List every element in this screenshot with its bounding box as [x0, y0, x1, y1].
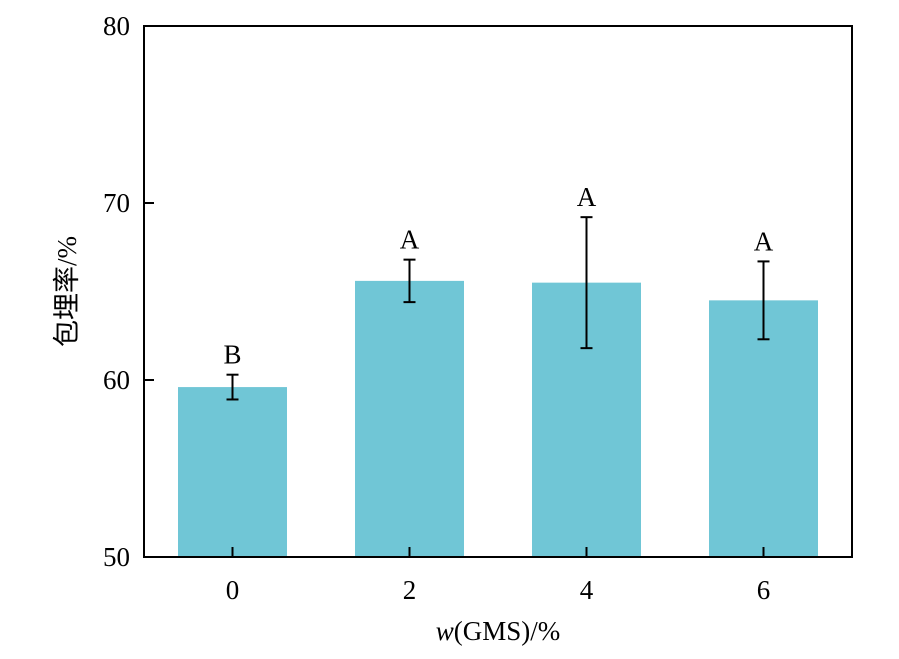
- x-axis-label-rest: (GMS)/%: [454, 616, 561, 646]
- bar-2: [355, 280, 464, 557]
- significance-label-2: A: [400, 225, 420, 255]
- bars-group: [178, 280, 818, 557]
- bar-6: [709, 300, 818, 557]
- y-tick-label-60: 60: [103, 365, 130, 395]
- y-tick-label-80: 80: [103, 11, 130, 41]
- y-ticks-group: 50 60 70 80: [103, 11, 154, 572]
- significance-label-4: A: [577, 182, 597, 212]
- x-tick-label-6: 6: [757, 575, 771, 605]
- plot-frame: [143, 25, 853, 558]
- significance-labels-group: B A A A: [223, 182, 773, 370]
- y-tick-label-70: 70: [103, 188, 130, 218]
- x-tick-label-0: 0: [226, 575, 240, 605]
- x-tick-label-2: 2: [403, 575, 417, 605]
- significance-label-6: A: [754, 226, 774, 256]
- significance-label-0: B: [223, 340, 241, 370]
- x-axis-label: w(GMS)/%: [436, 616, 561, 646]
- y-tick-label-50: 50: [103, 542, 130, 572]
- bar-0: [178, 387, 287, 557]
- error-bars-group: [226, 216, 770, 401]
- y-axis-label: 包埋率/%: [52, 236, 82, 347]
- x-tick-label-4: 4: [580, 575, 594, 605]
- x-axis-label-variable: w: [436, 616, 454, 646]
- x-ticks-group: 0 2 4 6: [226, 547, 771, 605]
